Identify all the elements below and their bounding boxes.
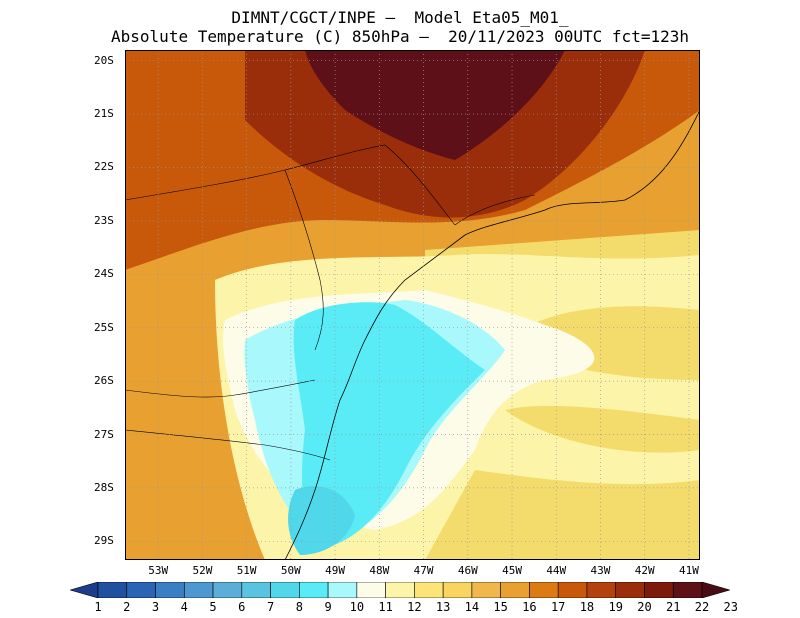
colorbar-swatch (126, 582, 156, 598)
lon-tick-label: 42W (634, 564, 655, 577)
lon-tick-label: 52W (192, 564, 213, 577)
colorbar-label: 17 (550, 600, 566, 614)
colorbar-swatch (471, 582, 501, 598)
colorbar-label: 21 (666, 600, 681, 614)
lon-tick-label: 41W (679, 564, 699, 577)
colorbar-label: 1 (94, 600, 102, 614)
colorbar-swatch (672, 582, 703, 598)
lon-tick-label: 49W (325, 564, 346, 577)
colorbar-label: 7 (266, 600, 275, 614)
lon-tick-label: 45W (502, 564, 522, 577)
lon-tick-label: 46W (457, 564, 478, 577)
colorbar-swatch (270, 582, 300, 598)
colorbar-label: 3 (151, 600, 160, 614)
coastline (284, 109, 700, 560)
colorbar-label: 8 (295, 600, 303, 614)
colorbar-label: 12 (407, 600, 422, 614)
colorbar-label: 13 (435, 600, 451, 614)
colorbar-swatch (212, 582, 243, 598)
colorbar-swatch (615, 582, 645, 598)
field-coldest (288, 486, 355, 555)
colorbar-swatch (385, 582, 415, 598)
lat-tick-label: 25S (94, 320, 114, 334)
colorbar-swatch (414, 582, 444, 598)
colorbar-label: 9 (324, 600, 332, 614)
colorbar-label: 2 (123, 600, 131, 614)
lat-tick-label: 21S (94, 107, 114, 121)
colorbar-swatch (299, 582, 329, 598)
temperature-map (125, 50, 700, 560)
colorbar-swatch (155, 582, 185, 598)
colorbar-label: 19 (608, 600, 623, 614)
map-title-line-2: Absolute Temperature (C) 850hPa – 20/11/… (111, 27, 689, 46)
colorbar-swatch (529, 582, 559, 598)
colorbar-label: 5 (209, 600, 217, 614)
state-borders (125, 144, 536, 461)
lon-tick-label: 47W (413, 564, 434, 577)
colorbar-label: 16 (522, 600, 537, 614)
lat-tick-label: 22S (94, 160, 114, 174)
colorbar-swatch (70, 582, 99, 598)
field-max-hot (305, 50, 565, 160)
map-title-line-1: DIMNT/CGCT/INPE – Model Eta05_M01_ (231, 8, 569, 27)
colorbar-label: 23 (723, 600, 738, 614)
lat-tick-label: 23S (94, 213, 114, 227)
colorbar-swatch (97, 582, 128, 598)
colorbar-swatch (327, 582, 358, 598)
colorbar-label: 18 (579, 600, 595, 614)
colorbar (70, 582, 730, 598)
colorbar-swatch (241, 582, 271, 598)
colorbar-label: 11 (378, 600, 393, 614)
colorbar-label: 4 (180, 600, 188, 614)
lat-tick-label: 24S (94, 267, 114, 281)
colorbar-label: 20 (637, 600, 652, 614)
lon-tick-label: 50W (280, 564, 301, 577)
colorbar-swatch (644, 582, 674, 598)
lon-tick-label: 44W (546, 564, 567, 577)
lat-tick-label: 20S (94, 53, 114, 67)
colorbar-label: 22 (694, 600, 710, 614)
colorbar-swatch (557, 582, 588, 598)
colorbar-swatch (500, 582, 530, 598)
colorbar-swatch (183, 582, 214, 598)
lon-tick-label: 48W (369, 564, 390, 577)
colorbar-swatch (442, 582, 473, 598)
lat-tick-label: 27S (94, 427, 114, 441)
lat-tick-label: 29S (94, 534, 114, 548)
lat-tick-label: 26S (94, 374, 114, 388)
lon-tick-label: 43W (590, 564, 611, 577)
colorbar-swatch (356, 582, 386, 598)
colorbar-label: 15 (493, 600, 508, 614)
colorbar-label: 6 (238, 600, 246, 614)
colorbar-swatch (586, 582, 617, 598)
colorbar-swatch (701, 582, 730, 598)
colorbar-label: 10 (349, 600, 365, 614)
lon-tick-label: 51W (236, 564, 257, 577)
colorbar-label: 14 (464, 600, 480, 614)
lat-tick-label: 28S (94, 480, 114, 494)
lon-tick-label: 53W (148, 564, 169, 577)
